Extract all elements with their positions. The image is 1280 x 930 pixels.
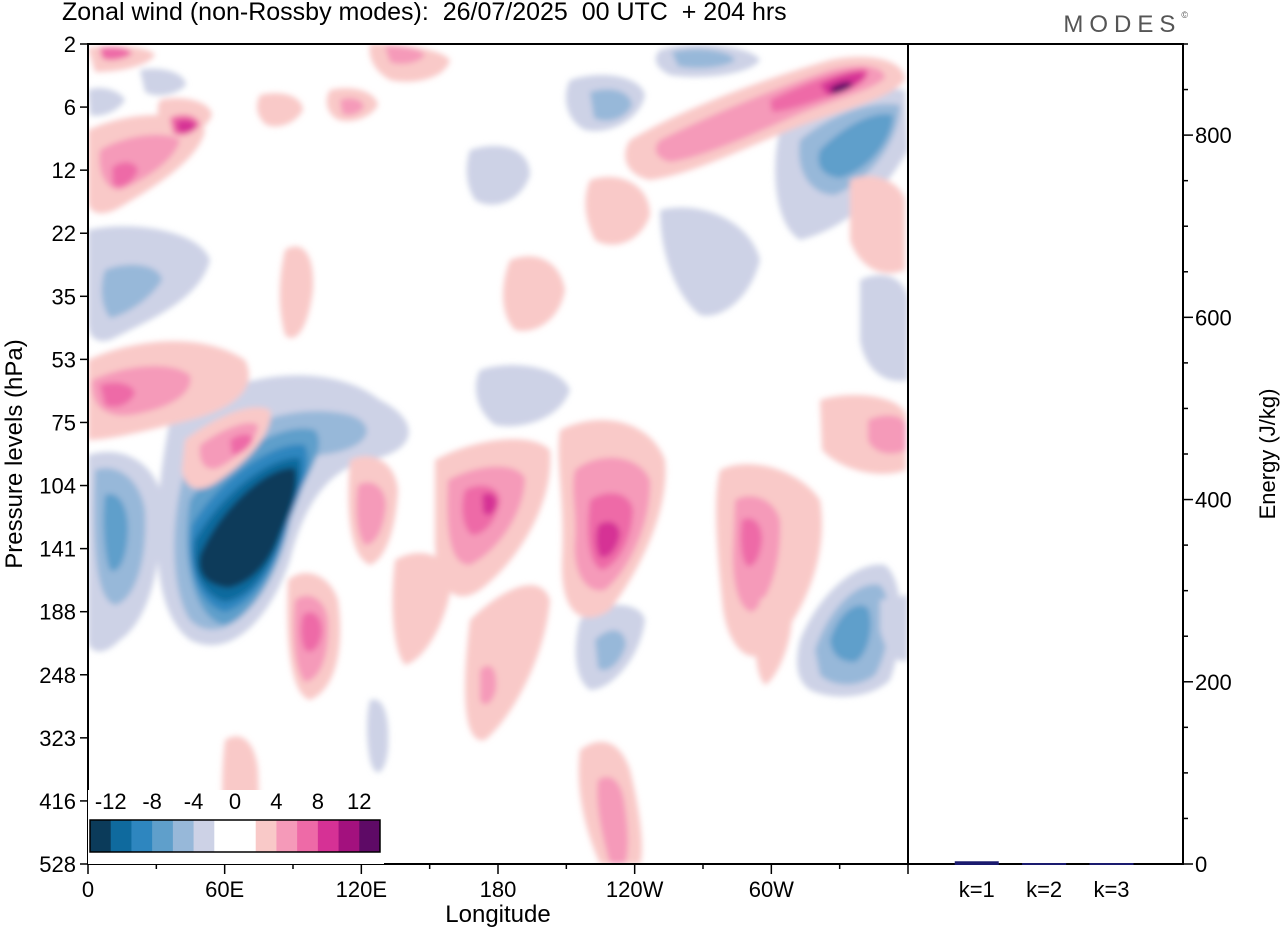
y-tick-label: 6 [64, 95, 76, 120]
energy-bars: k=1 k=2 k=3 [954, 861, 1134, 902]
energy-tick-label: 0 [1195, 852, 1207, 877]
colorbar-swatch [214, 820, 236, 852]
modes-logo: MODES© [1063, 10, 1188, 38]
energy-category-label: k=2 [1026, 877, 1062, 902]
colorbar-swatch [338, 820, 360, 852]
x-tick-label: 60W [749, 877, 794, 902]
colorbar-swatch [359, 820, 381, 852]
colorbar-swatch [317, 820, 340, 852]
colorbar-swatch [110, 820, 132, 852]
colorbar-label: -4 [184, 789, 204, 814]
y-tick-label: 248 [39, 663, 76, 688]
energy-tick-label: 200 [1195, 670, 1232, 695]
colorbar-swatch [235, 820, 257, 852]
y-tick-label: 53 [52, 347, 76, 372]
colorbar-swatch [90, 820, 112, 852]
energy-category-label: k=1 [959, 877, 995, 902]
pressure-axis: 2 6 12 22 35 53 75 104 141 188 248 323 416 528 [39, 32, 88, 877]
colorbar-label: 8 [312, 789, 324, 814]
y-axis-label: Pressure levels (hPa) [1, 339, 28, 568]
colorbar-swatch [152, 820, 174, 852]
x-tick-label: 0 [82, 877, 94, 902]
longitude-axis: 0 60E 120E 180 120W 60W [82, 864, 909, 902]
wind-contour-field [88, 44, 908, 864]
colorbar-label: 0 [229, 789, 241, 814]
energy-tick-label: 400 [1195, 488, 1232, 513]
y-tick-label: 141 [39, 537, 76, 562]
x-tick-label: 120W [606, 877, 664, 902]
x-tick-label: 60E [205, 877, 244, 902]
chart-title: Zonal wind (non-Rossby modes): 26/07/202… [62, 0, 787, 26]
colorbar-legend: -12 -8 -4 0 4 8 12 [88, 789, 384, 864]
x-axis-label: Longitude [445, 901, 550, 928]
colorbar-swatch [297, 820, 319, 852]
y-tick-label: 416 [39, 789, 76, 814]
y-tick-label: 323 [39, 726, 76, 751]
y-tick-label: 75 [52, 410, 76, 435]
colorbar-swatch [172, 820, 195, 852]
colorbar-frame [89, 819, 381, 853]
energy-tick-label: 600 [1195, 305, 1232, 330]
y-tick-label: 2 [64, 32, 76, 57]
energy-plot-frame [907, 43, 1184, 865]
positive-wind-regions [88, 44, 906, 864]
y-tick-label: 528 [39, 852, 76, 877]
colorbar-label: 4 [270, 789, 282, 814]
energy-tick-label: 800 [1195, 123, 1232, 148]
colorbar-label: 12 [347, 789, 371, 814]
energy-category-label: k=3 [1093, 877, 1129, 902]
colorbar-label: -8 [142, 789, 162, 814]
energy-axis-label: Energy (J/kg) [1255, 389, 1280, 520]
colorbar-swatch [193, 820, 215, 852]
colorbar-swatch [131, 820, 153, 852]
x-tick-label: 120E [336, 877, 387, 902]
x-tick-label: 180 [480, 877, 517, 902]
colorbar-label: -12 [95, 789, 127, 814]
energy-axis: 0 200 400 600 800 [1183, 43, 1232, 877]
colorbar-swatch [276, 820, 298, 852]
y-tick-label: 22 [52, 221, 76, 246]
y-tick-label: 12 [52, 158, 76, 183]
colorbar-swatch [255, 820, 277, 852]
y-tick-label: 104 [39, 474, 76, 499]
y-tick-label: 35 [52, 284, 76, 309]
y-tick-label: 188 [39, 600, 76, 625]
energy-bar [954, 861, 999, 864]
